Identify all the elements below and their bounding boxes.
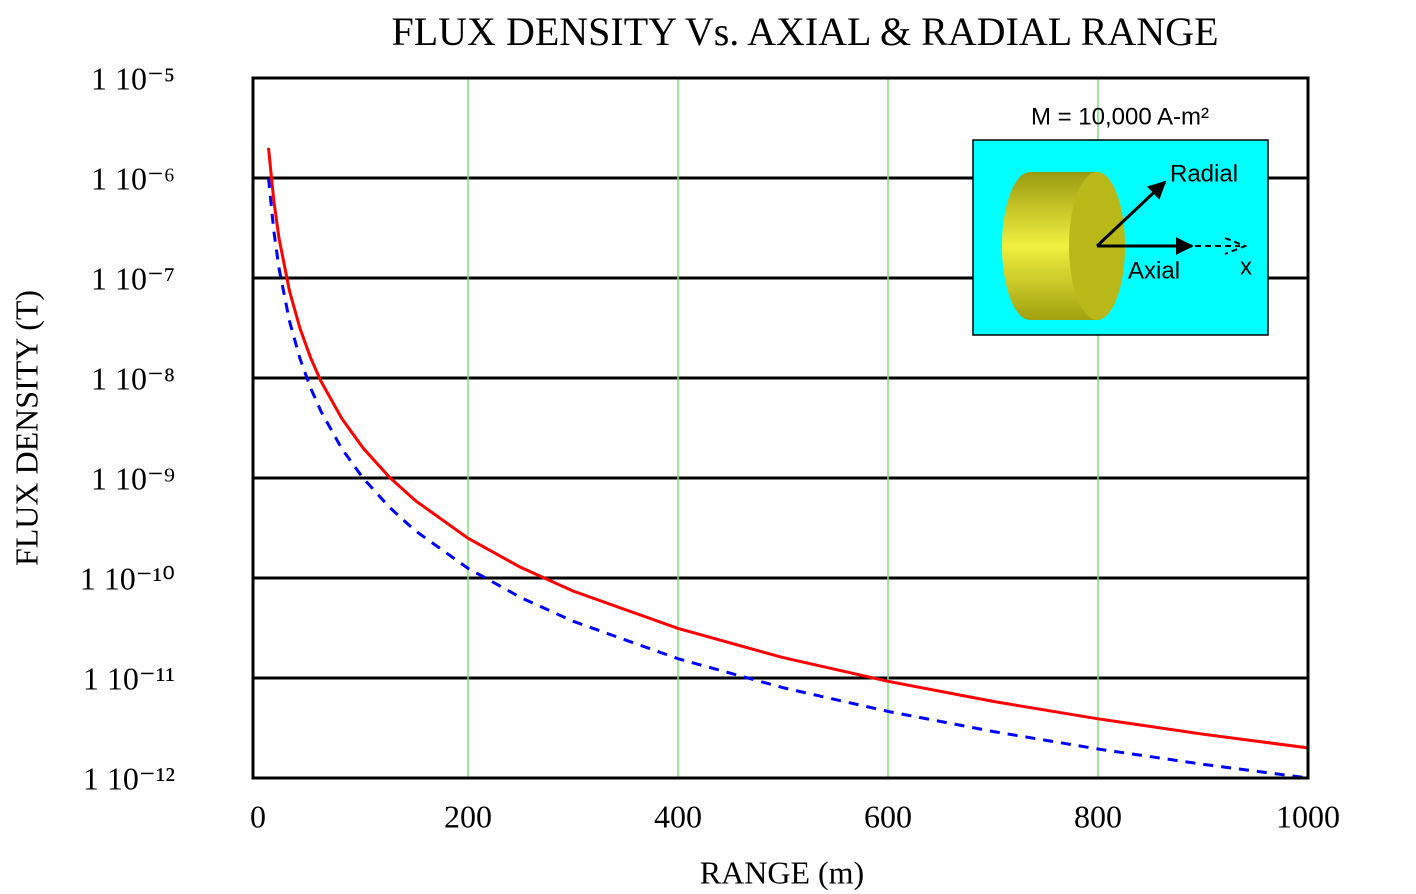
series-line [267,177,1309,780]
y-tick-label: 1 10⁻⁹ [91,460,175,496]
chart-title: FLUX DENSITY Vs. AXIAL & RADIAL RANGE [391,9,1218,54]
y-tick-label: 1 10⁻¹⁰ [80,560,175,596]
y-tick-label: 1 10⁻¹¹ [83,660,175,696]
moment-label: M = 10,000 A-m² [1031,103,1209,130]
x-tick-label: 200 [444,798,492,834]
plot-frame [251,76,1310,780]
axial-label: Axial [1128,257,1180,284]
radial-label: Radial [1170,160,1238,187]
x-tick-label: 0 [250,798,266,834]
plot-lines [267,147,1309,780]
y-tick-label: 1 10⁻⁵ [91,60,175,96]
y-tick-label: 1 10⁻⁸ [91,360,175,396]
x-tick-label: 400 [654,798,702,834]
radial-arrow [1095,180,1167,248]
y-tick-label: 1 10⁻⁷ [91,260,175,296]
y-tick-label: 1 10⁻⁶ [91,160,175,196]
series-line [267,147,1309,750]
x-label: x [1240,253,1252,280]
x-tick-label: 600 [864,798,912,834]
x-axis-label: RANGE (m) [700,854,864,890]
y-axis-label: FLUX DENSITY (T) [8,290,44,566]
x-tick-label: 800 [1074,798,1122,834]
y-tick-label: 1 10⁻¹² [83,760,175,796]
x-tick-label: 1000 [1276,798,1340,834]
inset: M = 10,000 A-m² Radial Axial x [972,103,1269,336]
x-axis-arrow [1195,237,1248,255]
